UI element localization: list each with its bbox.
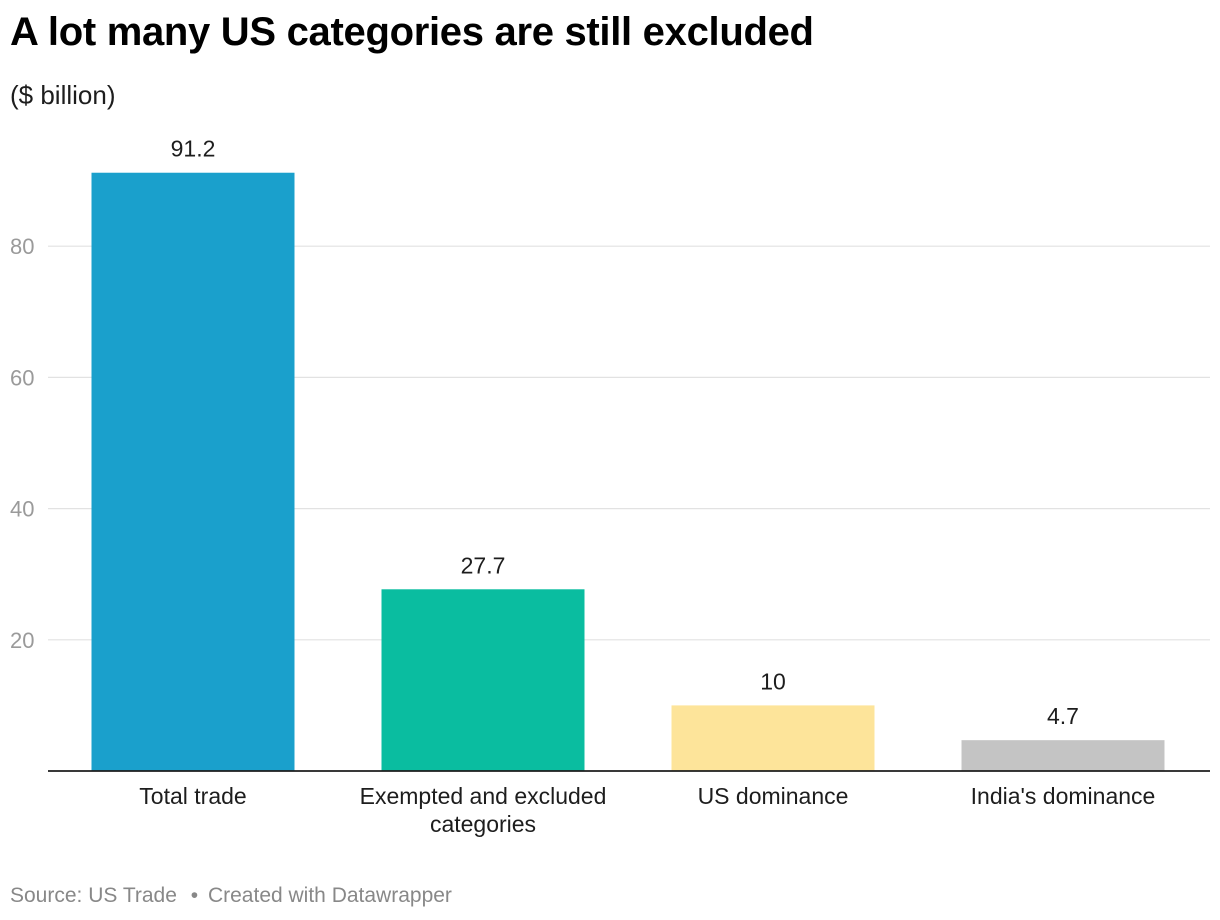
credit-note: Created with Datawrapper [207, 884, 452, 907]
y-tick-label: 80 [10, 234, 34, 259]
bar [671, 705, 875, 771]
value-label: 27.7 [461, 552, 506, 578]
bar [961, 740, 1165, 771]
value-label: 91.2 [171, 136, 216, 162]
bar [381, 589, 585, 771]
value-label: 4.7 [1047, 703, 1079, 729]
footer-separator: • [190, 884, 199, 907]
x-tick-label: categories [430, 811, 536, 837]
y-tick-label: 40 [10, 497, 34, 522]
y-tick-label: 60 [10, 365, 34, 390]
chart-subtitle: ($ billion) [10, 80, 116, 110]
source-note: Source: US Trade [10, 884, 177, 907]
footer: Source: US Trade • Created with Datawrap… [10, 884, 452, 908]
x-tick-label: Exempted and excluded [360, 783, 607, 809]
chart-title: A lot many US categories are still exclu… [10, 10, 814, 54]
bar [91, 172, 295, 771]
x-tick-label: Total trade [139, 783, 246, 809]
value-label: 10 [760, 668, 786, 694]
x-tick-label: India's dominance [971, 783, 1156, 809]
x-tick-label: US dominance [698, 783, 849, 809]
y-tick-label: 20 [10, 628, 34, 653]
